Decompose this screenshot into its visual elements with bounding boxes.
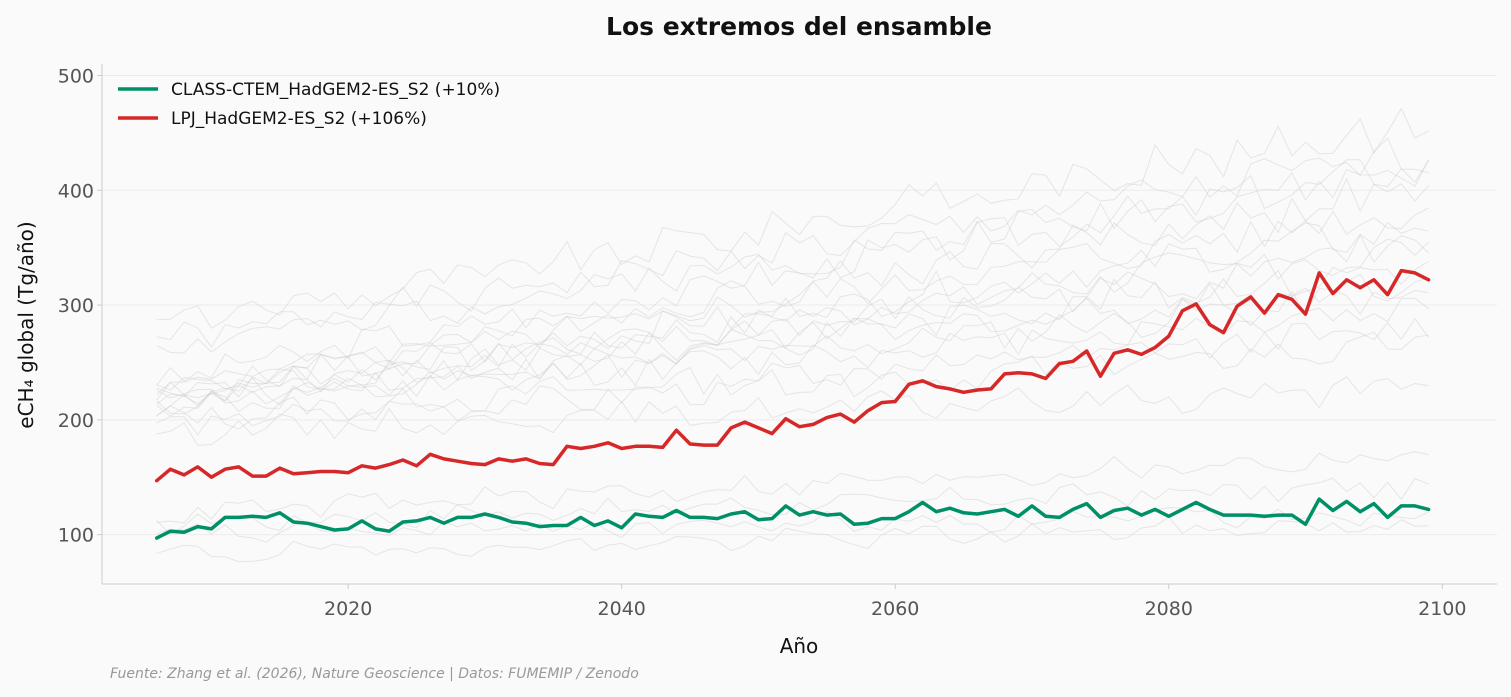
ensemble-line	[156, 159, 1430, 354]
ensemble-line	[156, 177, 1429, 401]
y-tick-label: 500	[58, 65, 94, 87]
ensemble-line	[156, 207, 1429, 391]
y-tick-label: 400	[58, 180, 94, 202]
x-tick-label: 2060	[871, 598, 919, 620]
legend-label-lpj: LPJ_HadGEM2-ES_S2 (+106%)	[171, 109, 427, 129]
ensemble-line	[156, 317, 1430, 430]
x-tick-label: 2040	[598, 598, 646, 620]
ensemble-line	[156, 273, 1429, 416]
ensemble-line	[156, 516, 1429, 563]
highlighted-series	[154, 268, 1431, 540]
ensemble-line	[156, 376, 1429, 446]
y-tick-label: 200	[58, 410, 94, 432]
chart-title: Los extremos del ensamble	[606, 12, 992, 41]
y-tick-label: 100	[58, 525, 94, 547]
ensemble-line	[156, 507, 1429, 543]
ensemble-line	[156, 234, 1429, 402]
ensemble-line	[156, 331, 1429, 436]
x-tick-label: 2100	[1418, 598, 1466, 620]
series-line-lpj	[154, 268, 1431, 483]
ensemble-line	[156, 297, 1429, 417]
ensemble-line	[156, 159, 1430, 386]
y-axis-ticks: 100 200 300 400 500	[58, 65, 102, 547]
y-tick-label: 300	[58, 295, 94, 317]
x-axis-ticks: 2020 2040 2060 2080 2100	[324, 584, 1466, 620]
ensemble-line	[156, 261, 1429, 405]
ensemble-line	[156, 221, 1429, 398]
legend: CLASS-CTEM_HadGEM2-ES_S2 (+10%) LPJ_HadG…	[118, 80, 500, 129]
legend-label-class-ctem: CLASS-CTEM_HadGEM2-ES_S2 (+10%)	[171, 80, 500, 100]
source-note: Fuente: Zhang et al. (2026), Nature Geos…	[110, 666, 639, 682]
x-axis-label: Año	[780, 634, 819, 658]
ensemble-line	[156, 451, 1429, 524]
x-tick-label: 2020	[324, 598, 372, 620]
ensemble-line	[156, 137, 1429, 349]
ensemble-line	[156, 287, 1429, 415]
ensemble-line	[156, 238, 1429, 399]
x-tick-label: 2080	[1145, 598, 1193, 620]
y-axis-label: eCH₄ global (Tg/año)	[14, 221, 38, 428]
ensemble-background-lines	[156, 107, 1430, 563]
ensemble-line	[156, 107, 1429, 329]
gridlines	[102, 74, 1497, 536]
series-line-class-ctem	[154, 497, 1431, 540]
